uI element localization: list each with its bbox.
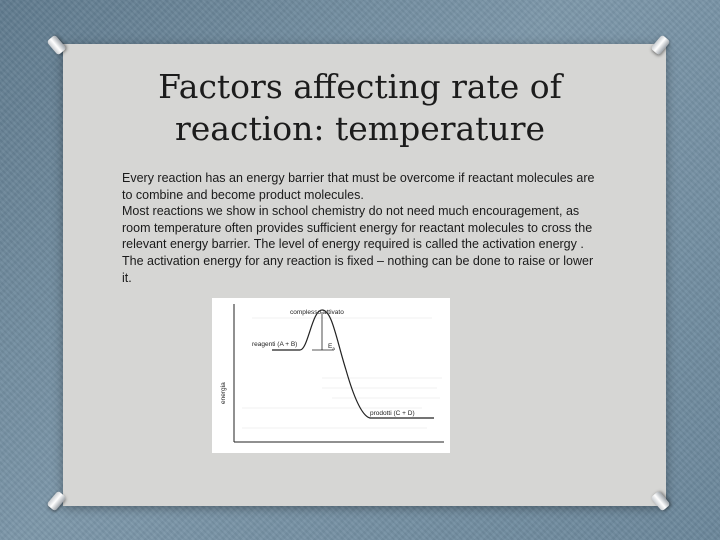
paragraph-activation-energy: Most reactions we show in school chemist… [122,204,594,285]
ea-subscript: a [332,346,335,351]
faint-background-lines [242,317,442,429]
peak-label: complesso attivato [290,309,344,316]
y-axis-label: energia [220,382,227,404]
products-label: prodotti (C + D) [370,410,415,417]
paragraph-energy-barrier: Every reaction has an energy barrier tha… [122,171,595,202]
energy-diagram-svg: complesso attivato reagenti (A + B) Ea p… [220,304,444,443]
energy-curve [272,309,434,419]
activation-energy-label: Ea [328,343,335,351]
slide-body: Every reaction has an energy barrier tha… [122,170,600,286]
energy-diagram: complesso attivato reagenti (A + B) Ea p… [212,298,450,453]
reactants-label: reagenti (A + B) [252,341,297,348]
slide-title: Factors affecting rate of reaction: temp… [158,67,562,148]
ea-symbol: E [328,343,333,350]
